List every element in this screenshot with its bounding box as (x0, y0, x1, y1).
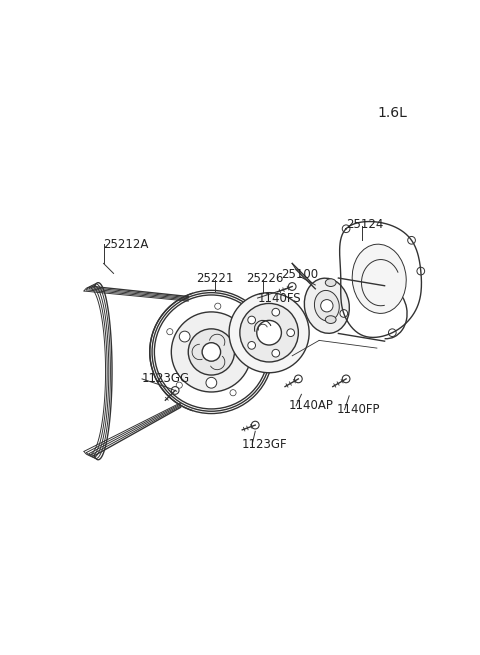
Circle shape (202, 343, 221, 361)
Circle shape (287, 329, 295, 337)
Circle shape (230, 390, 236, 396)
Circle shape (417, 267, 425, 275)
Ellipse shape (325, 316, 336, 324)
Text: 1123GF: 1123GF (242, 438, 288, 451)
Text: 25100: 25100 (281, 269, 318, 282)
Text: 1140FS: 1140FS (258, 291, 301, 305)
Ellipse shape (325, 279, 336, 286)
Circle shape (176, 382, 182, 388)
Circle shape (171, 386, 179, 394)
Circle shape (252, 421, 259, 429)
Circle shape (272, 309, 280, 316)
Circle shape (342, 225, 350, 233)
Circle shape (248, 341, 255, 349)
Circle shape (180, 331, 190, 342)
Text: 1140FP: 1140FP (337, 403, 380, 416)
Text: 25212A: 25212A (104, 238, 149, 251)
Circle shape (342, 375, 350, 383)
Circle shape (254, 341, 260, 347)
Circle shape (257, 320, 281, 345)
Circle shape (340, 310, 348, 317)
Circle shape (240, 303, 299, 362)
Circle shape (167, 329, 173, 335)
Text: 1123GG: 1123GG (142, 373, 190, 385)
Circle shape (171, 312, 252, 392)
Text: 1140AP: 1140AP (288, 400, 333, 413)
Circle shape (215, 303, 221, 309)
Circle shape (188, 329, 234, 375)
Text: 25226: 25226 (246, 272, 283, 286)
Circle shape (295, 375, 302, 383)
Ellipse shape (352, 244, 406, 313)
Circle shape (229, 293, 309, 373)
Circle shape (206, 377, 217, 388)
Circle shape (248, 316, 255, 324)
Circle shape (233, 331, 243, 342)
Circle shape (288, 283, 296, 290)
Text: 25124: 25124 (346, 218, 384, 231)
Text: 25221: 25221 (196, 272, 233, 286)
Circle shape (272, 349, 280, 357)
Text: 1.6L: 1.6L (378, 105, 408, 120)
Ellipse shape (314, 290, 339, 321)
Circle shape (408, 236, 415, 244)
Circle shape (321, 299, 333, 312)
Circle shape (388, 329, 396, 337)
Ellipse shape (304, 278, 349, 333)
